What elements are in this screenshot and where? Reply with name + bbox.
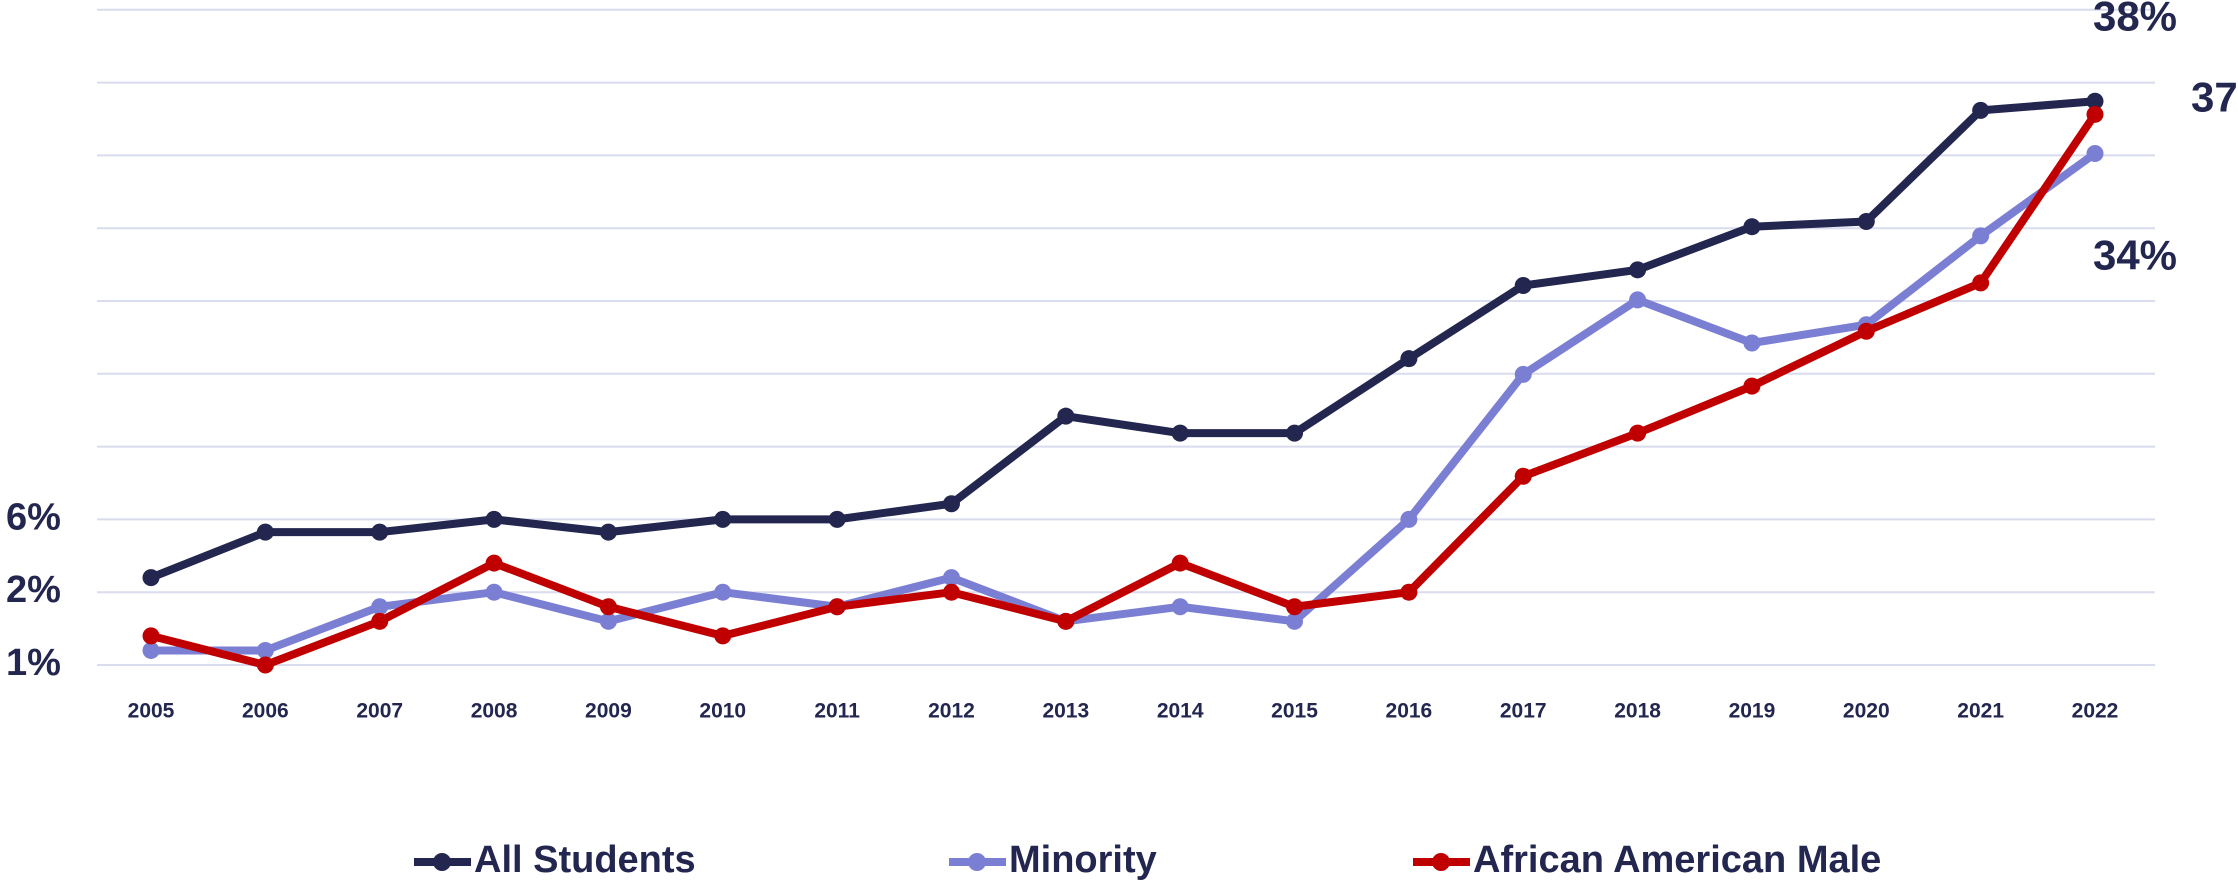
data-point [1857,322,1875,340]
data-label: 38% [2093,0,2177,39]
data-point [1286,598,1304,616]
x-tick-label: 2020 [1843,700,1890,723]
data-point [256,641,274,659]
x-tick-label: 2015 [1271,700,1318,723]
data-point [142,641,160,659]
x-tick-label: 2018 [1614,700,1661,723]
legend-marker [968,853,986,871]
data-point [942,583,960,601]
data-point [485,554,503,572]
data-point [1286,612,1304,630]
data-point [714,510,732,528]
data-point [1286,424,1304,442]
data-point [1972,227,1990,245]
data-label: 37% [2191,73,2238,120]
data-point [1514,277,1532,295]
data-point [942,495,960,513]
data-point [599,612,617,630]
x-tick-label: 2005 [128,700,175,723]
data-point [828,598,846,616]
y-tick-label: 6% [6,496,61,538]
data-point [714,583,732,601]
x-tick-label: 2021 [1957,700,2004,723]
series-line [150,112,2099,669]
x-tick-label: 2010 [699,700,746,723]
data-point [1057,612,1075,630]
data-point [142,569,160,587]
data-point [1514,365,1532,383]
x-tick-label: 2007 [356,700,403,723]
series-line [149,97,2096,582]
data-point [2086,145,2104,163]
series: 38% [142,0,2177,587]
data-point [2086,92,2104,110]
x-tick-label: 2022 [2072,700,2119,723]
data-point [1972,274,1990,292]
data-point [2086,105,2104,123]
legend-item: African American Male [1413,839,1881,881]
x-tick-label: 2019 [1729,700,1776,723]
legend-label: Minority [1009,839,1157,881]
series-line [151,150,2098,655]
data-point [1743,377,1761,395]
x-tick-label: 2013 [1042,700,1089,723]
series: 37% [142,73,2238,674]
y-tick-label: 2% [6,569,61,611]
x-tick-label: 2011 [814,700,860,723]
legend-item: All Students [414,839,696,881]
data-point [1743,218,1761,236]
data-point [1629,424,1647,442]
data-point [256,523,274,541]
data-point [1171,554,1189,572]
data-point [1400,510,1418,528]
legend-label: African American Male [1473,839,1881,881]
data-point [371,598,389,616]
data-point [1857,212,1875,230]
data-point [485,583,503,601]
x-tick-label: 2016 [1386,700,1433,723]
x-tick-label: 2014 [1157,700,1204,723]
data-point [714,627,732,645]
legend-label: All Students [474,839,696,881]
x-tick-label: 2012 [928,700,975,723]
data-point [599,523,617,541]
data-point [1400,583,1418,601]
data-point [1629,291,1647,309]
legend-item: Minority [949,839,1157,881]
data-point [942,569,960,587]
data-point [1972,101,1990,119]
data-point [1400,350,1418,368]
x-tick-label: 2017 [1500,700,1547,723]
data-point [142,627,160,645]
data-point [599,598,617,616]
data-point [1171,424,1189,442]
data-point [371,612,389,630]
data-point [1514,467,1532,485]
x-tick-label: 2006 [242,700,289,723]
x-tick-label: 2009 [585,700,632,723]
data-point [1171,598,1189,616]
data-point [1743,334,1761,352]
data-label: 34% [2093,232,2177,279]
data-point [256,656,274,674]
legend-marker [433,853,451,871]
data-point [371,523,389,541]
data-point [1629,261,1647,279]
y-tick-label: 1% [6,642,61,684]
data-point [1057,407,1075,425]
legend-marker [1432,853,1450,871]
data-point [828,510,846,528]
x-tick-label: 2008 [471,700,518,723]
data-point [485,510,503,528]
